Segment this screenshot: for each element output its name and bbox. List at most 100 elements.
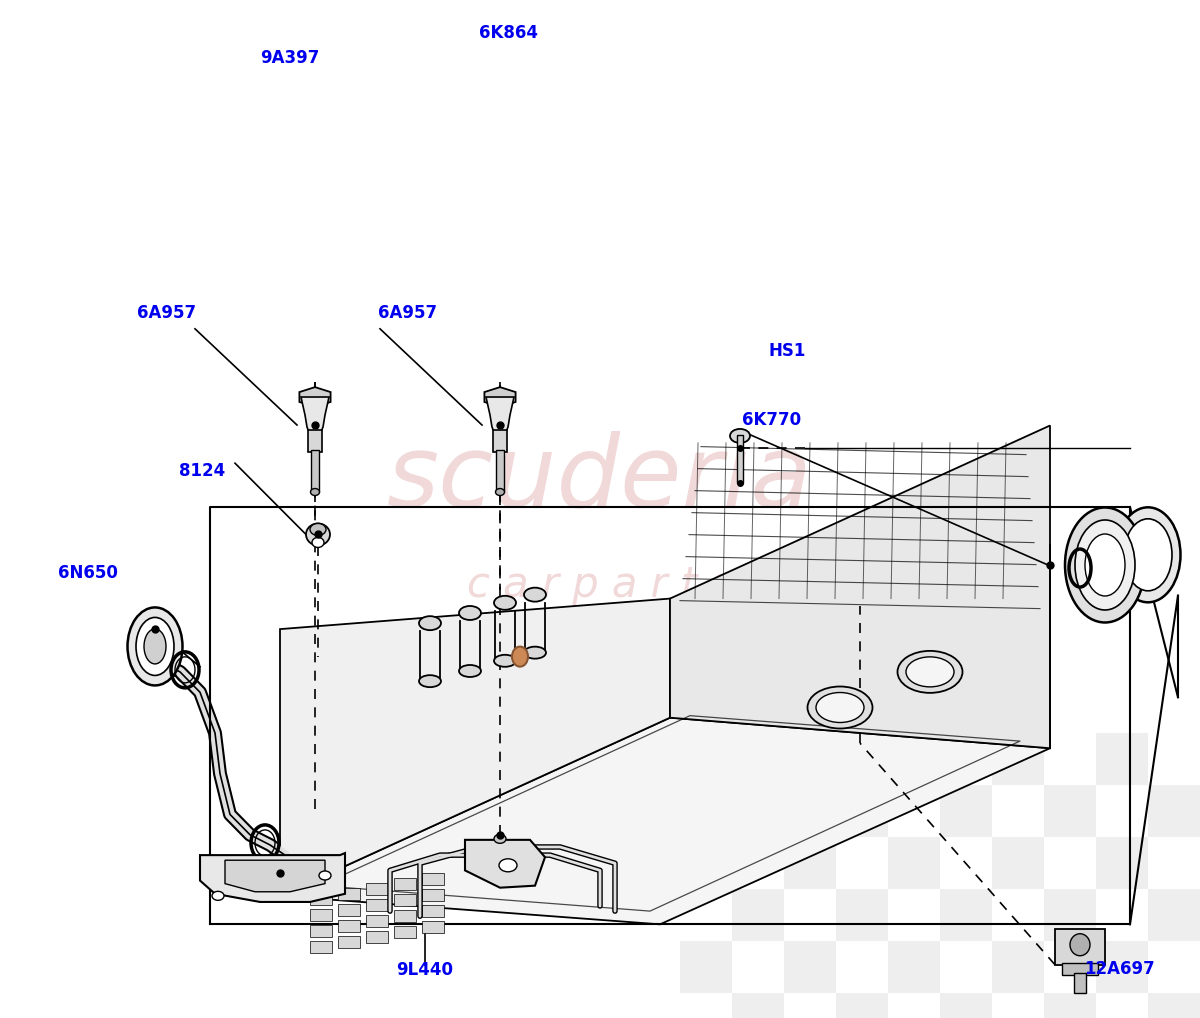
Bar xyxy=(422,889,444,901)
Bar xyxy=(784,733,836,785)
Ellipse shape xyxy=(524,587,546,602)
Ellipse shape xyxy=(312,538,324,548)
Bar xyxy=(493,430,508,452)
Bar xyxy=(338,904,360,916)
Bar xyxy=(366,883,388,895)
Bar xyxy=(310,924,332,937)
Ellipse shape xyxy=(730,429,750,443)
Bar xyxy=(737,435,743,483)
Text: scuderia: scuderia xyxy=(388,430,812,527)
Ellipse shape xyxy=(494,835,506,843)
Ellipse shape xyxy=(310,523,326,535)
Ellipse shape xyxy=(1075,520,1135,610)
Text: c a r p a r t s: c a r p a r t s xyxy=(467,564,733,607)
Bar xyxy=(1148,993,1200,1018)
Bar xyxy=(992,837,1044,889)
Bar xyxy=(338,888,360,900)
Ellipse shape xyxy=(1124,519,1172,590)
Bar xyxy=(888,733,940,785)
Ellipse shape xyxy=(512,646,528,667)
Text: 6A957: 6A957 xyxy=(378,303,437,322)
Bar xyxy=(940,785,992,837)
Bar xyxy=(784,837,836,889)
Bar xyxy=(310,909,332,920)
Bar xyxy=(680,941,732,993)
Bar xyxy=(311,450,319,492)
Polygon shape xyxy=(670,426,1050,748)
Bar xyxy=(940,889,992,941)
Bar xyxy=(1044,889,1096,941)
Ellipse shape xyxy=(524,646,546,659)
Text: 6K770: 6K770 xyxy=(742,411,802,430)
Text: 9L440: 9L440 xyxy=(396,961,454,979)
Polygon shape xyxy=(226,860,325,892)
Ellipse shape xyxy=(1085,534,1126,596)
Polygon shape xyxy=(280,718,1050,924)
Ellipse shape xyxy=(458,665,481,677)
Bar xyxy=(836,785,888,837)
Bar xyxy=(1074,973,1086,993)
Bar xyxy=(732,993,784,1018)
Ellipse shape xyxy=(144,629,166,664)
Ellipse shape xyxy=(419,616,442,630)
Bar xyxy=(992,733,1044,785)
Bar xyxy=(310,893,332,905)
Bar xyxy=(1044,993,1096,1018)
Bar xyxy=(338,919,360,931)
Bar xyxy=(1055,928,1105,965)
Bar xyxy=(496,450,504,492)
Bar xyxy=(422,905,444,917)
Bar xyxy=(422,872,444,885)
Bar xyxy=(992,941,1044,993)
Ellipse shape xyxy=(898,651,962,693)
Ellipse shape xyxy=(136,618,174,675)
Polygon shape xyxy=(280,599,670,896)
Ellipse shape xyxy=(906,657,954,687)
Bar xyxy=(308,430,322,452)
Ellipse shape xyxy=(1070,934,1090,956)
Bar xyxy=(1148,889,1200,941)
Bar xyxy=(732,785,784,837)
Polygon shape xyxy=(200,853,346,902)
Bar xyxy=(1062,963,1098,975)
Ellipse shape xyxy=(496,489,504,496)
Polygon shape xyxy=(486,397,514,437)
Bar xyxy=(1096,941,1148,993)
Text: 12A697: 12A697 xyxy=(1085,960,1156,978)
Bar xyxy=(366,915,388,926)
Ellipse shape xyxy=(1116,507,1181,603)
Bar xyxy=(888,941,940,993)
Ellipse shape xyxy=(319,871,331,880)
Ellipse shape xyxy=(458,606,481,620)
Polygon shape xyxy=(301,397,329,437)
Polygon shape xyxy=(485,387,516,407)
Bar xyxy=(366,930,388,943)
Polygon shape xyxy=(300,387,330,407)
Bar xyxy=(732,889,784,941)
Bar xyxy=(1096,733,1148,785)
Ellipse shape xyxy=(212,892,224,900)
Ellipse shape xyxy=(816,692,864,723)
Text: 8124: 8124 xyxy=(179,462,226,480)
Bar xyxy=(680,837,732,889)
Text: 6A957: 6A957 xyxy=(137,303,196,322)
Text: 6K864: 6K864 xyxy=(479,23,538,42)
Ellipse shape xyxy=(127,608,182,685)
Bar xyxy=(680,733,732,785)
Ellipse shape xyxy=(499,859,517,871)
Bar xyxy=(1044,785,1096,837)
Ellipse shape xyxy=(494,596,516,610)
Polygon shape xyxy=(466,840,545,888)
Ellipse shape xyxy=(808,686,872,729)
Ellipse shape xyxy=(494,655,516,667)
Ellipse shape xyxy=(1066,508,1145,622)
Ellipse shape xyxy=(419,675,442,687)
Text: 6N650: 6N650 xyxy=(58,564,118,582)
Bar xyxy=(888,837,940,889)
Bar xyxy=(836,993,888,1018)
Bar xyxy=(784,941,836,993)
Bar xyxy=(940,993,992,1018)
Bar xyxy=(394,878,416,890)
Bar xyxy=(1096,837,1148,889)
Bar xyxy=(310,941,332,953)
